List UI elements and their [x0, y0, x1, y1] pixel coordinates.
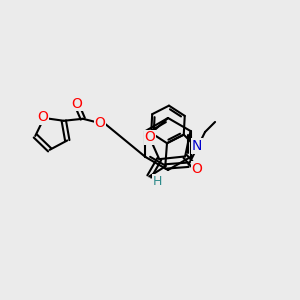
Text: O: O — [38, 110, 49, 124]
Text: H: H — [153, 175, 162, 188]
Text: O: O — [94, 116, 105, 130]
Text: O: O — [192, 162, 203, 176]
Text: O: O — [71, 97, 82, 111]
Text: O: O — [144, 130, 155, 144]
Text: N: N — [192, 139, 202, 153]
